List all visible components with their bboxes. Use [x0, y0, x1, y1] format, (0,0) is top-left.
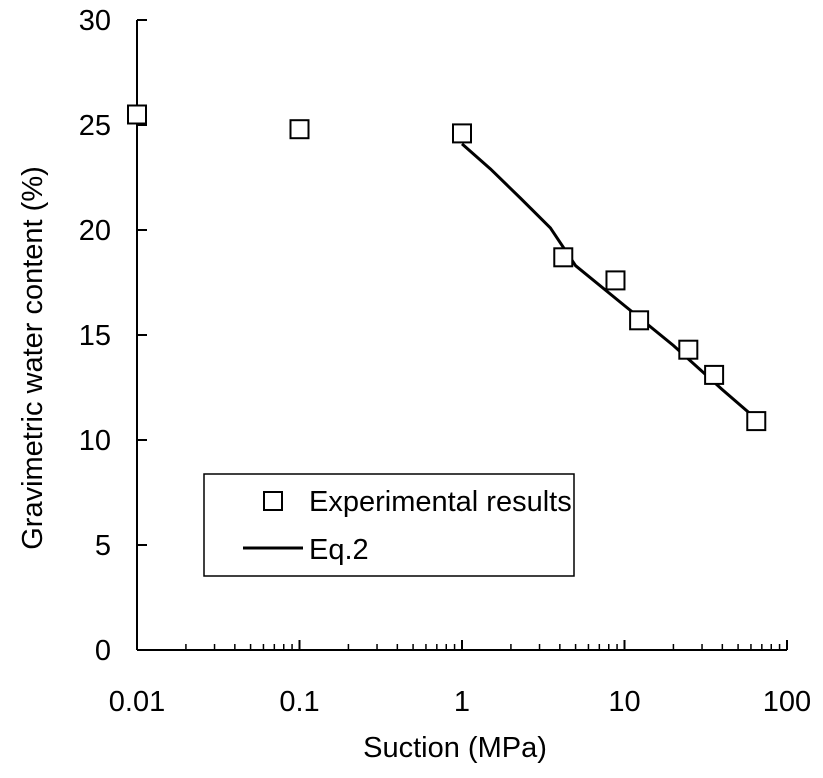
data-point [452, 123, 472, 144]
legend-label-eq2: Eq.2 [309, 534, 369, 566]
y-tick-label: 25 [79, 110, 111, 142]
x-axis-title: Suction (MPa) [363, 732, 547, 764]
legend: Experimental results Eq.2 [203, 473, 575, 577]
legend-marker-experimental [263, 491, 283, 511]
y-tick-label: 30 [79, 5, 111, 37]
data-point [289, 119, 310, 140]
y-ticks: 0 5 10 15 20 25 30 [79, 5, 147, 667]
data-point [553, 247, 574, 268]
data-point [605, 270, 626, 291]
x-tick-label: 1 [454, 686, 470, 718]
data-point [629, 310, 650, 331]
x-tick-label: 100 [763, 686, 811, 718]
y-tick-label: 20 [79, 215, 111, 247]
y-tick-label: 15 [79, 320, 111, 352]
x-ticks: 0.01 0.1 1 10 100 [109, 640, 811, 718]
x-tick-label: 0.1 [279, 686, 319, 718]
data-point [678, 339, 699, 360]
x-tick-label: 0.01 [109, 686, 165, 718]
data-point [127, 104, 147, 125]
data-point [704, 364, 725, 385]
x-tick-label: 10 [608, 686, 640, 718]
series-layer [127, 104, 767, 432]
legend-label-experimental: Experimental results [309, 486, 572, 518]
y-tick-label: 5 [95, 530, 111, 562]
y-axis-title: Gravimetric water content (%) [17, 166, 49, 550]
data-point [746, 411, 767, 432]
y-tick-label: 0 [95, 635, 111, 667]
y-tick-label: 10 [79, 425, 111, 457]
